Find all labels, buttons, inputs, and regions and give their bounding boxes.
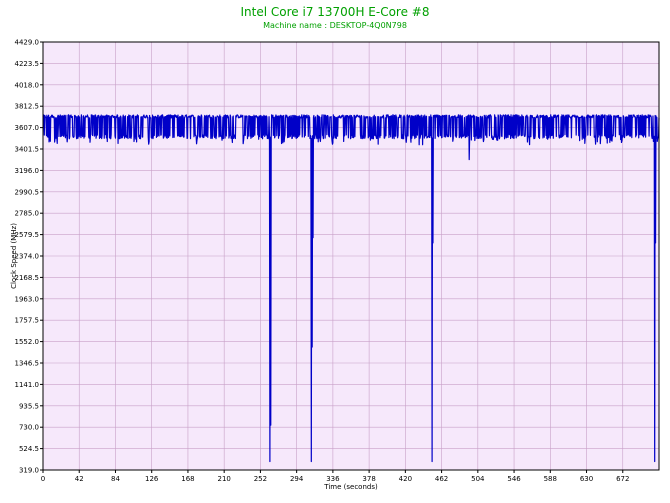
y-tick-label: 524.5 bbox=[19, 445, 39, 453]
x-tick-label: 126 bbox=[145, 475, 159, 483]
y-tick-label: 1346.5 bbox=[15, 360, 40, 368]
chart-subtitle: Machine name : DESKTOP-4Q0N798 bbox=[263, 21, 407, 30]
grid-lines bbox=[43, 42, 659, 470]
x-tick-label: 672 bbox=[616, 475, 629, 483]
y-axis-label: Clock Speed (MHz) bbox=[10, 223, 18, 289]
y-tick-label: 2168.5 bbox=[15, 274, 40, 282]
y-axis-ticks: 319.0 524.5 730.0 935.5 1141.0 1346.5 1552.0 17… bbox=[15, 39, 43, 475]
y-tick-label: 1757.5 bbox=[15, 317, 40, 325]
x-tick-label: 210 bbox=[217, 475, 230, 483]
x-axis-ticks: 0 42 84 126 168 210 252 294 336 378 420 462 504 546 58… bbox=[41, 470, 629, 483]
y-tick-label: 4429.0 bbox=[15, 39, 40, 47]
x-tick-label: 84 bbox=[111, 475, 120, 483]
x-tick-label: 546 bbox=[507, 475, 521, 483]
y-tick-label: 3812.5 bbox=[15, 103, 40, 111]
y-tick-label: 730.0 bbox=[19, 424, 39, 432]
y-tick-label: 935.5 bbox=[19, 402, 39, 410]
y-tick-label: 3607.0 bbox=[15, 124, 40, 132]
y-tick-label: 319.0 bbox=[19, 467, 39, 475]
series-layer bbox=[42, 114, 660, 463]
x-tick-label: 378 bbox=[362, 475, 375, 483]
x-tick-label: 588 bbox=[544, 475, 557, 483]
x-tick-label: 336 bbox=[326, 475, 340, 483]
y-tick-label: 4018.0 bbox=[15, 81, 40, 89]
x-tick-label: 294 bbox=[290, 475, 304, 483]
x-tick-label: 630 bbox=[580, 475, 593, 483]
x-tick-label: 462 bbox=[435, 475, 448, 483]
y-tick-label: 1963.0 bbox=[15, 295, 40, 303]
y-tick-label: 2990.5 bbox=[15, 188, 40, 196]
x-tick-label: 252 bbox=[254, 475, 267, 483]
clock-speed-line bbox=[42, 114, 660, 463]
x-axis-label: Time (seconds) bbox=[323, 483, 378, 491]
y-tick-label: 1141.0 bbox=[15, 381, 40, 389]
y-tick-label: 4223.5 bbox=[15, 60, 40, 68]
x-tick-label: 42 bbox=[75, 475, 84, 483]
y-tick-label: 3401.5 bbox=[15, 146, 40, 154]
x-tick-label: 504 bbox=[471, 475, 485, 483]
y-tick-label: 1552.0 bbox=[15, 338, 40, 346]
x-tick-label: 168 bbox=[181, 475, 194, 483]
x-tick-label: 0 bbox=[41, 475, 45, 483]
y-tick-label: 2374.0 bbox=[15, 253, 40, 261]
x-tick-label: 420 bbox=[399, 475, 412, 483]
y-tick-label: 2579.5 bbox=[15, 231, 40, 239]
y-tick-label: 2785.0 bbox=[15, 210, 40, 218]
y-tick-label: 3196.0 bbox=[15, 167, 40, 175]
chart-title: Intel Core i7 13700H E-Core #8 bbox=[241, 5, 430, 19]
